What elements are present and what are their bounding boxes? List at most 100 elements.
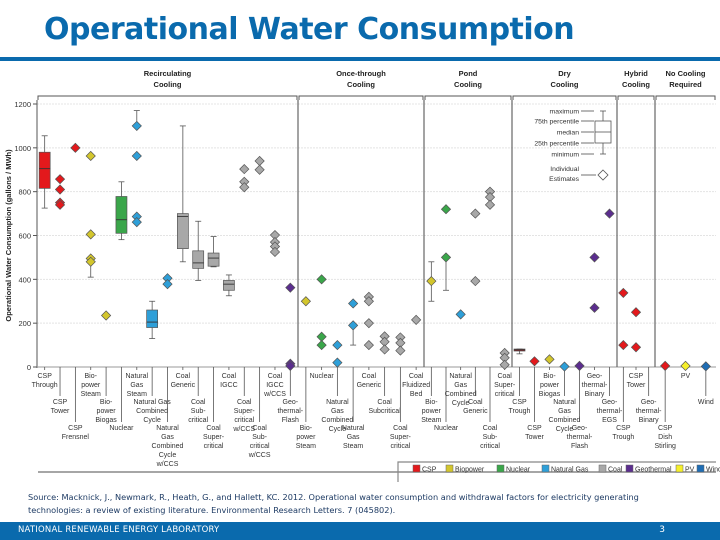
data-point [285,282,296,293]
key-label: 75th percentile [534,119,579,126]
x-tick-label: CSP [68,425,83,432]
data-point [470,208,481,219]
footer-organization: NATIONAL RENEWABLE ENERGY LABORATORY [18,525,220,535]
x-tick-label: Tower [627,382,646,389]
key-diamond [597,169,609,181]
group-header: Required [669,80,702,89]
x-tick-label: thermal- [567,434,593,441]
x-tick-label: Coal [468,399,483,406]
key-label: maximum [550,109,580,116]
x-tick-label: critical [390,443,410,450]
x-tick-label: Frensnel [62,434,90,441]
x-tick-label: Stirling [654,443,676,450]
x-tick-label: Coal [497,373,512,380]
x-tick-label: Gas [161,434,174,441]
data-point [589,252,600,263]
y-axis-label: Operational Water Consumption (gallons /… [4,149,13,322]
x-tick-label: Steam [343,443,363,450]
data-point [455,309,466,320]
x-tick-label: Geo- [283,399,299,406]
x-tick-label: Trough [612,434,634,441]
group-header: No Cooling [666,69,706,78]
data-point [618,287,629,299]
key-label: median [557,130,580,137]
x-tick-label: Gas [130,382,143,389]
x-tick-label: power [422,408,442,415]
data-point [559,361,570,372]
legend-swatch [696,464,705,473]
data-point [426,275,437,287]
data-point [544,354,555,365]
box [115,196,128,234]
data-point [316,274,327,285]
box [38,151,51,189]
x-tick-label: critical [204,443,224,450]
x-tick-label: Cycle [452,400,470,407]
group-bracket [655,95,716,100]
x-tick-label: Bio- [425,399,438,406]
x-tick-label: thermal- [636,408,662,415]
data-point [254,164,265,175]
x-tick-label: w/CCS [232,426,255,433]
x-tick-label: CSP [527,425,542,432]
footer-bar: NATIONAL RENEWABLE ENERGY LABORATORY 3 [0,522,720,540]
box [223,280,235,291]
data-point [239,182,250,193]
x-tick-label: Steam [127,391,147,398]
x-tick-label: Steam [296,443,316,450]
legend-label: PV [685,467,695,474]
source-line-1: Source: Macknick, J., Newmark, R., Heath… [28,492,639,502]
data-point [316,339,327,351]
x-tick-label: Generic [463,408,488,415]
x-tick-label: Steam [421,417,441,424]
data-point [363,339,374,351]
x-tick-label: Coal [206,425,221,432]
group-bracket [298,95,424,100]
legend-label: Coal [608,467,623,474]
data-point [285,360,296,371]
x-tick-label: Coal [237,399,252,406]
x-tick-label: Tower [525,434,544,441]
data-point [85,229,96,240]
group-header: Hybrid [624,69,648,78]
legend-label: Nuclear [506,467,531,474]
x-tick-label: Nuclear [109,425,134,432]
data-point [363,318,374,329]
page-number: 3 [659,525,665,535]
legend-swatch [496,464,505,473]
x-tick-label: CSP [53,399,68,406]
x-tick-label: power [540,382,560,389]
group-header: Dry [558,69,571,78]
x-tick-label: Coal [176,373,191,380]
data-point [239,163,250,175]
x-tick-label: Cycle [329,426,347,433]
x-tick-label: Natural [156,425,179,432]
x-tick-label: Coal [377,399,392,406]
x-tick-label: w/CCS [263,391,286,398]
legend-swatch [541,464,550,473]
group-header: Cooling [154,80,182,89]
data-point [300,296,311,307]
y-tick-label: 0 [27,363,31,372]
data-point [348,320,359,331]
x-tick-label: PV [681,373,691,380]
data-point [54,184,66,195]
x-tick-label: power [97,408,117,415]
data-point [484,199,496,210]
data-point [332,339,343,351]
x-tick-label: Gas [558,408,571,415]
x-tick-label: Natural Gas [133,399,171,406]
group-bracket [424,95,512,100]
x-tick-label: Bio- [85,373,98,380]
x-tick-label: power [296,434,316,441]
data-point [630,342,642,353]
x-tick-label: Cycle [159,452,177,459]
data-point [131,150,142,162]
x-tick-label: Sub- [483,434,498,441]
group-bracket [617,95,655,100]
legend-frame [397,461,716,482]
box [177,213,189,249]
y-tick-label: 400 [18,275,31,284]
data-point [499,359,510,370]
legend-swatch [598,464,607,473]
